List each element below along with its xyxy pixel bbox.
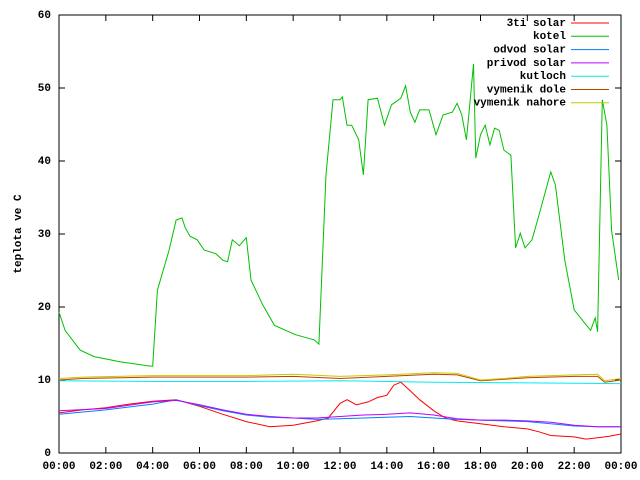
legend-label: 3ti solar	[507, 18, 566, 30]
y-tick-label: 30	[38, 229, 51, 241]
y-tick-label: 10	[38, 375, 51, 387]
legend-label: odvod solar	[493, 45, 566, 57]
series-line	[58, 63, 620, 367]
x-tick-label: 04:00	[136, 461, 169, 473]
x-tick-label: 02:00	[89, 461, 122, 473]
x-tick-label: 22:00	[558, 461, 591, 473]
legend-label: privod solar	[487, 58, 566, 70]
legend-label: vymenik nahore	[474, 98, 567, 110]
series-line	[58, 381, 622, 440]
series-line	[58, 373, 622, 383]
legend-label: kotel	[533, 31, 566, 43]
y-tick-label: 60	[38, 10, 51, 22]
y-tick-label: 0	[44, 448, 51, 460]
y-axis-label: teplota ve C	[13, 194, 25, 274]
series-line	[58, 399, 621, 428]
x-tick-label: 20:00	[511, 461, 544, 473]
legend-label: vymenik dole	[487, 84, 567, 96]
x-tick-label: 08:00	[230, 461, 263, 473]
legend-label: kutloch	[520, 71, 566, 83]
y-tick-label: 40	[38, 156, 51, 168]
x-tick-label: 14:00	[370, 461, 403, 473]
x-tick-label: 16:00	[417, 461, 450, 473]
x-tick-label: 12:00	[323, 461, 356, 473]
series-line	[58, 372, 622, 382]
y-tick-label: 50	[38, 83, 51, 95]
x-tick-label: 10:00	[277, 461, 310, 473]
y-tick-label: 20	[38, 302, 51, 314]
x-tick-label: 06:00	[183, 461, 216, 473]
x-tick-label: 00:00	[604, 461, 637, 473]
x-tick-label: 18:00	[464, 461, 497, 473]
x-tick-label: 00:00	[42, 461, 75, 473]
series-line	[58, 380, 622, 385]
